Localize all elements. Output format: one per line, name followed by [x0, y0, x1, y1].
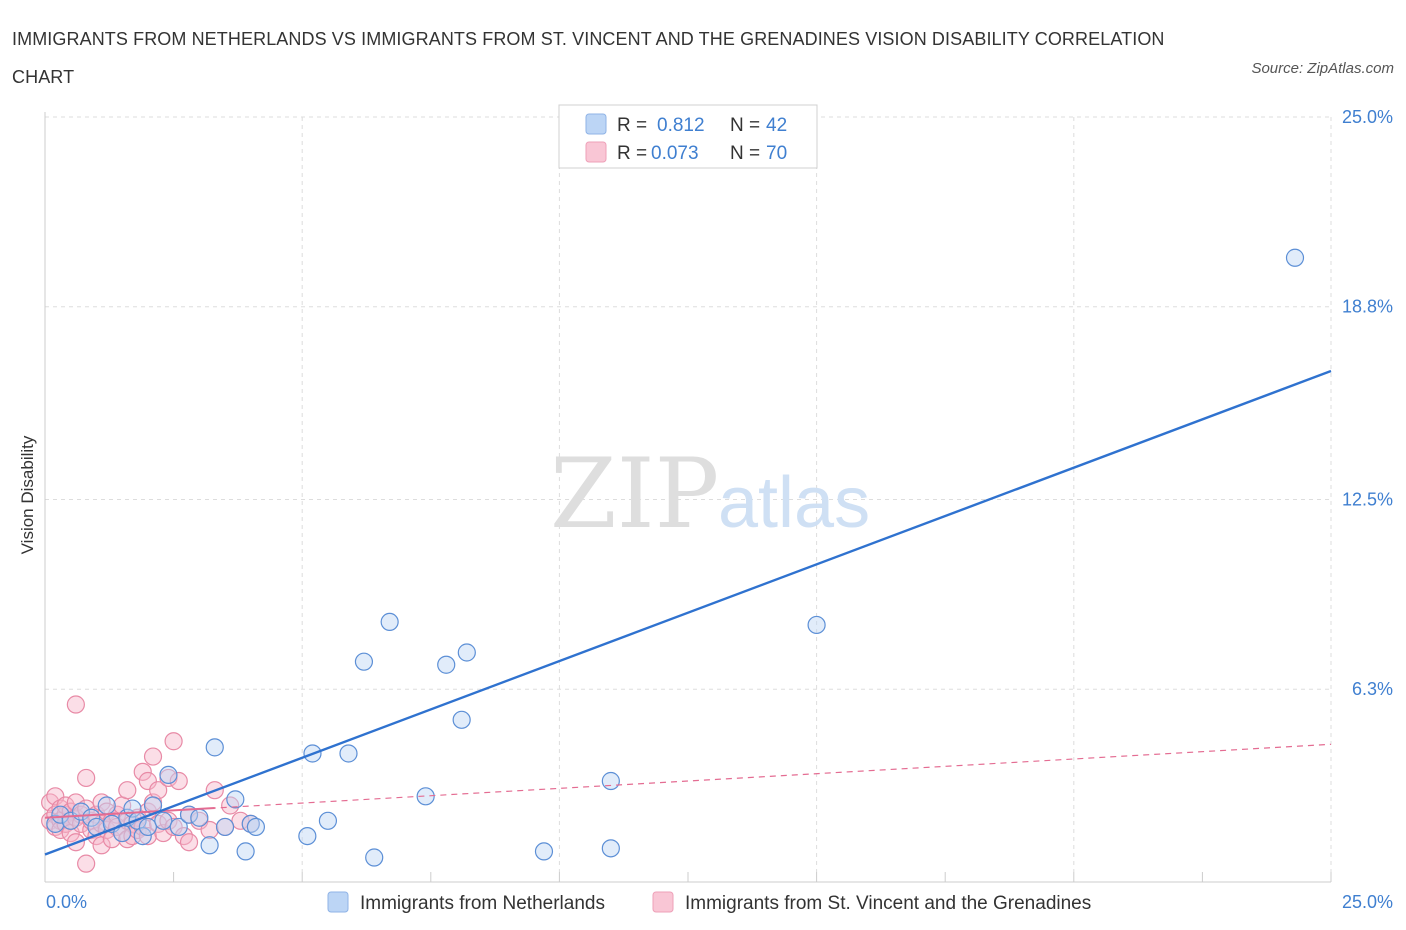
stvincent-point-61	[179, 833, 199, 852]
legend-n-label-1: N =	[730, 115, 760, 136]
netherlands-point-22	[215, 817, 235, 837]
source-credit: Source: ZipAtlas.com	[1251, 60, 1394, 77]
netherlands-point-27	[298, 826, 317, 846]
stvincent-point-17	[66, 695, 85, 714]
series-stvincent-points	[41, 695, 260, 873]
netherlands-point-42	[1285, 248, 1305, 267]
legend-swatch-netherlands	[585, 113, 607, 135]
bottom-legend-label-stvincent: Immigrants from St. Vincent and the Gren…	[685, 893, 1091, 914]
stvincent-point-68	[231, 811, 250, 830]
stvincent-point-59	[169, 771, 188, 791]
netherlands-point-33	[380, 612, 399, 632]
y-tick-labels: 6.3% 12.5% 18.8% 25.0%	[1342, 107, 1393, 699]
series-netherlands-trend-line	[44, 369, 1332, 856]
netherlands-point-32	[365, 848, 384, 867]
y-tick-label-0: 6.3%	[1352, 679, 1393, 699]
watermark: ZIP atlas	[550, 438, 870, 550]
correlation-legend: R = 0.812 N = 42 R = 0.073 N = 70	[558, 104, 818, 169]
netherlands-point-35	[437, 655, 456, 674]
netherlands-point-34	[416, 787, 435, 806]
netherlands-point-4	[82, 808, 101, 827]
netherlands-point-31	[354, 652, 374, 671]
netherlands-point-1	[51, 805, 70, 824]
stvincent-point-58	[164, 732, 183, 751]
y-tick-label-3: 25.0%	[1342, 107, 1393, 127]
netherlands-point-21	[205, 738, 224, 757]
watermark-zip: ZIP	[550, 438, 719, 550]
legend-r-value-2: 0.073	[651, 143, 699, 164]
netherlands-point-15	[154, 811, 173, 830]
x-tick-label-max: 25.0%	[1342, 892, 1393, 912]
stvincent-point-45	[133, 762, 152, 781]
chart-title: IMMIGRANTS FROM NETHERLANDS VS IMMIGRANT…	[12, 29, 1165, 87]
series-netherlands-points	[46, 248, 1305, 867]
legend-swatch-stvincent	[585, 141, 607, 163]
netherlands-point-38	[534, 842, 554, 861]
netherlands-point-36	[452, 710, 471, 729]
netherlands-point-29	[318, 811, 338, 830]
stvincent-point-49	[138, 771, 157, 791]
netherlands-point-40	[601, 839, 620, 858]
netherlands-point-13	[138, 817, 157, 837]
x-tick-label-min: 0.0%	[46, 892, 87, 912]
netherlands-point-25	[241, 814, 260, 833]
stvincent-point-22	[77, 768, 96, 788]
legend-n-value-1: 42	[766, 115, 787, 136]
legend-r-label-1: R =	[617, 115, 647, 136]
y-axis-label: Vision Disability	[18, 435, 37, 554]
netherlands-point-23	[226, 790, 245, 809]
x-tick-marks	[173, 872, 1332, 882]
netherlands-point-0	[46, 814, 65, 833]
series-stvincent-trend-line	[44, 743, 1332, 819]
netherlands-point-16	[159, 765, 178, 785]
bottom-legend-swatch-stvincent	[652, 891, 674, 913]
bottom-legend-label-netherlands: Immigrants from Netherlands	[360, 893, 605, 914]
stvincent-point-27	[92, 793, 111, 812]
y-tick-label-2: 18.8%	[1342, 297, 1393, 317]
netherlands-point-26	[246, 817, 266, 837]
netherlands-point-39	[601, 771, 620, 791]
netherlands-point-20	[200, 836, 219, 855]
series-stvincent-trend-line-solid	[44, 807, 215, 819]
series-legend: Immigrants from Netherlands Immigrants f…	[327, 891, 1091, 914]
netherlands-point-17	[169, 817, 188, 837]
stvincent-point-48	[138, 826, 157, 846]
netherlands-point-41	[807, 615, 826, 635]
netherlands-point-37	[457, 643, 476, 662]
y-tick-label-1: 12.5%	[1342, 490, 1393, 510]
netherlands-point-6	[97, 796, 116, 815]
x-tick-labels: 0.0% 25.0%	[46, 892, 1393, 912]
stvincent-point-40	[118, 781, 137, 800]
stvincent-point-52	[149, 814, 168, 833]
netherlands-point-30	[339, 744, 358, 763]
stvincent-point-50	[143, 747, 163, 766]
stvincent-point-57	[164, 817, 183, 837]
netherlands-point-19	[190, 808, 209, 827]
netherlands-point-12	[133, 826, 152, 846]
stvincent-point-64	[200, 820, 219, 840]
watermark-atlas: atlas	[718, 463, 870, 543]
netherlands-point-24	[236, 842, 255, 861]
legend-r-value-1: 0.812	[657, 115, 705, 136]
bottom-legend-swatch-netherlands	[327, 891, 349, 913]
legend-n-value-2: 70	[766, 143, 787, 164]
legend-r-label-2: R =	[617, 143, 647, 164]
legend-n-label-2: N =	[730, 143, 760, 164]
stvincent-point-20	[77, 854, 96, 873]
